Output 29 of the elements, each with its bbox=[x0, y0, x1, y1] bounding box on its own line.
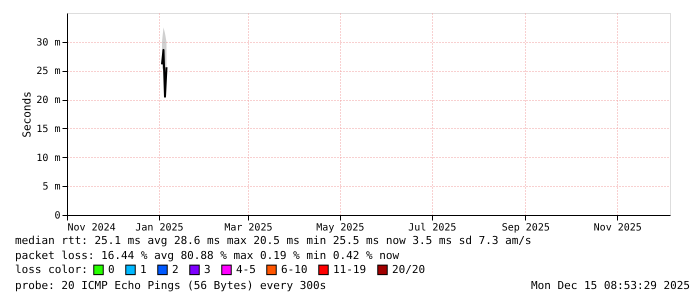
x-tick-label: Nov 2024 bbox=[68, 222, 116, 234]
legend-label: 3 bbox=[204, 262, 211, 276]
y-axis-title: Seconds bbox=[20, 91, 34, 138]
y-tick-label: 5 m bbox=[42, 182, 60, 193]
legend-label: 11-19 bbox=[333, 262, 366, 276]
legend-label: 20/20 bbox=[392, 262, 426, 276]
line-series bbox=[160, 48, 168, 98]
legend-label: 0 bbox=[108, 262, 115, 276]
text: packet loss: 16.44 % avg 80.88 % max 0.19 % min 0.42 % now bbox=[15, 249, 400, 262]
x-tick-label: May 2025 bbox=[316, 222, 364, 234]
legend-title: loss color: bbox=[15, 263, 88, 276]
y-tick-label: 10 m bbox=[36, 152, 60, 164]
x-tick-label: Sep 2025 bbox=[502, 222, 550, 234]
y-tick-label: 15 m bbox=[36, 124, 60, 135]
y-tick-label: 20 m bbox=[36, 95, 60, 106]
x-tick-label: Jan 2025 bbox=[135, 222, 184, 234]
x-tick-label: Jul 2025 bbox=[408, 222, 456, 234]
y-tick-label: 0 bbox=[54, 210, 60, 222]
x-tick-label: Nov 2025 bbox=[594, 222, 642, 234]
legend-label: 1 bbox=[140, 262, 147, 276]
text: probe: 20 ICMP Echo Pings (56 Bytes) every 300s bbox=[15, 279, 326, 292]
legend-label: 2 bbox=[172, 262, 179, 276]
text: Mon Dec 15 08:53:29 2025 bbox=[531, 279, 690, 292]
x-tick-label: Mar 2025 bbox=[224, 222, 272, 234]
text: median rtt: 25.1 ms avg 28.6 ms max 20.5 ms min 25.5 ms now 3.5 ms sd 7.3 am/s bbox=[15, 234, 532, 247]
y-tick-label: 30 m bbox=[36, 37, 60, 48]
legend-label: 6-10 bbox=[281, 262, 308, 276]
y-tick-label: 25 m bbox=[36, 66, 60, 78]
legend-label: 4-5 bbox=[236, 262, 256, 276]
